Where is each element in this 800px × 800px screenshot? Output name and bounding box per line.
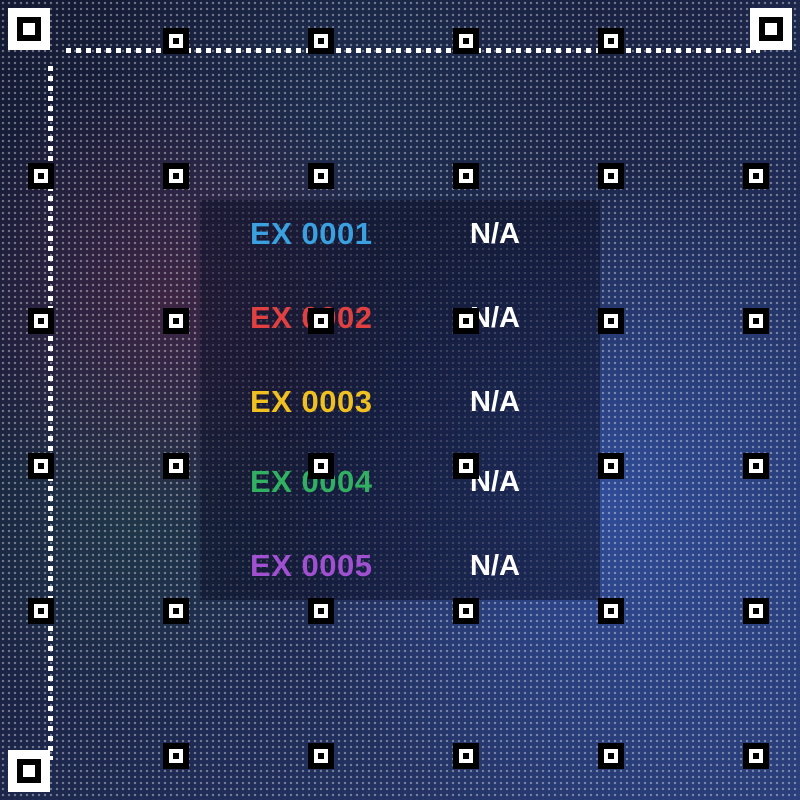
alignment-marker-icon	[743, 453, 769, 479]
alignment-marker-icon	[453, 28, 479, 54]
alignment-marker-icon	[28, 453, 54, 479]
vertical-timing-line	[48, 66, 53, 760]
alignment-marker-icon	[163, 163, 189, 189]
entry-value: N/A	[470, 550, 520, 582]
entry-row: EX 0004 N/A	[200, 462, 600, 502]
top-right-finder-icon	[750, 8, 792, 50]
entry-code: EX 0005	[250, 548, 373, 583]
entry-code: EX 0001	[250, 216, 373, 251]
alignment-marker-icon	[598, 598, 624, 624]
alignment-marker-icon	[308, 598, 334, 624]
entry-row: EX 0001 N/A	[200, 214, 600, 254]
alignment-marker-icon	[598, 453, 624, 479]
alignment-marker-icon	[28, 598, 54, 624]
alignment-marker-icon	[598, 163, 624, 189]
alignment-marker-icon	[28, 163, 54, 189]
entry-row: EX 0003 N/A	[200, 382, 600, 422]
alignment-marker-icon	[308, 28, 334, 54]
alignment-marker-icon	[308, 743, 334, 769]
alignment-marker-icon	[308, 453, 334, 479]
entry-value: N/A	[470, 386, 520, 418]
alignment-marker-icon	[743, 308, 769, 334]
alignment-marker-icon	[163, 28, 189, 54]
alignment-marker-icon	[453, 453, 479, 479]
alignment-marker-icon	[743, 163, 769, 189]
top-left-finder-icon	[8, 8, 50, 50]
alignment-marker-icon	[598, 743, 624, 769]
alignment-marker-icon	[308, 163, 334, 189]
alignment-marker-icon	[598, 28, 624, 54]
alignment-marker-icon	[163, 743, 189, 769]
alignment-marker-icon	[308, 308, 334, 334]
entry-row: EX 0005 N/A	[200, 546, 600, 586]
alignment-marker-icon	[163, 453, 189, 479]
alignment-marker-icon	[163, 598, 189, 624]
alignment-marker-icon	[743, 598, 769, 624]
alignment-marker-icon	[453, 308, 479, 334]
entry-value: N/A	[470, 218, 520, 250]
horizontal-timing-line	[66, 48, 760, 53]
bottom-left-finder-icon	[8, 750, 50, 792]
finder-frame	[8, 8, 792, 792]
alignment-marker-icon	[743, 743, 769, 769]
alignment-marker-icon	[453, 163, 479, 189]
alignment-marker-icon	[598, 308, 624, 334]
alignment-marker-icon	[163, 308, 189, 334]
alignment-marker-icon	[453, 743, 479, 769]
entries-panel: EX 0001 N/A EX 0002 N/A EX 0003 N/A EX 0…	[200, 200, 600, 600]
entry-row: EX 0002 N/A	[200, 298, 600, 338]
alignment-marker-icon	[28, 308, 54, 334]
alignment-marker-icon	[453, 598, 479, 624]
entry-code: EX 0003	[250, 384, 373, 419]
